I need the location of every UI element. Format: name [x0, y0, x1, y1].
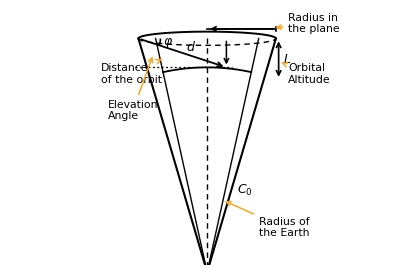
Text: $d$: $d$ [186, 40, 196, 55]
Text: Radius of
the Earth: Radius of the Earth [226, 202, 309, 238]
Text: $\varphi$: $\varphi$ [163, 36, 173, 50]
Text: Radius in
the plane: Radius in the plane [277, 13, 340, 34]
Text: $C_0$: $C_0$ [237, 183, 252, 198]
Text: $L$: $L$ [284, 53, 292, 66]
Text: Distance
of the orbit: Distance of the orbit [101, 59, 162, 85]
Text: Elevation
Angle: Elevation Angle [107, 58, 158, 122]
Text: Orbital
Altitude: Orbital Altitude [282, 63, 331, 85]
